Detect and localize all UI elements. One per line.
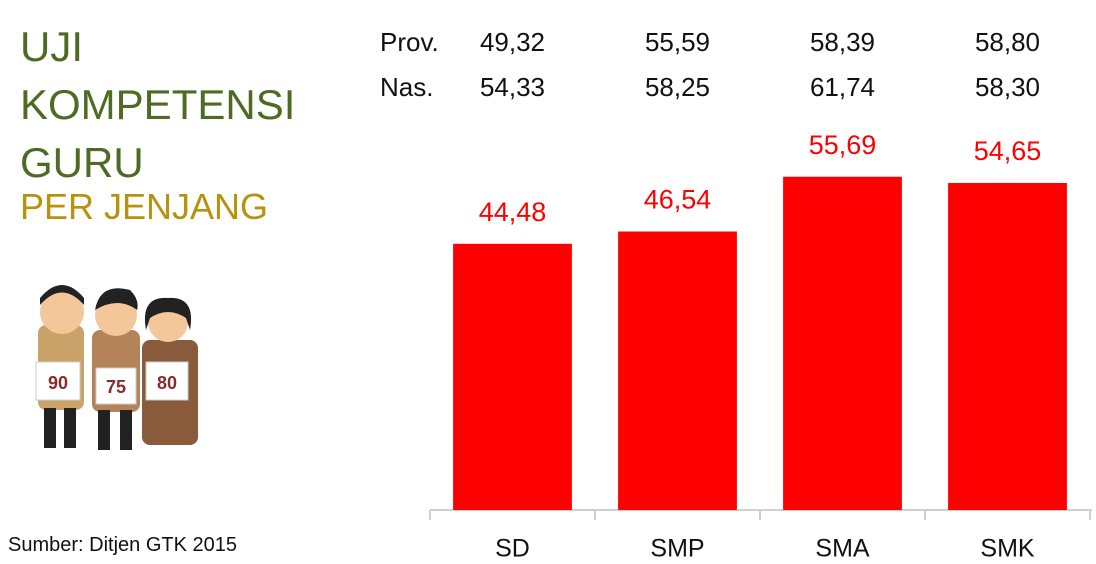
sign-text: 90 [48,373,68,393]
leg [64,408,76,448]
table-cell: 61,74 [810,72,875,102]
bar [453,244,572,510]
leg [98,410,110,450]
value-label: 44,48 [479,197,547,227]
bar [618,231,737,510]
bar [783,177,902,510]
illustration [36,285,198,450]
sign-text: 80 [157,373,177,393]
table-cell: 49,32 [480,27,545,57]
row-label: Prov. [380,27,439,57]
table-cell: 58,80 [975,27,1040,57]
chart: 90 75 80 44,48 SD 46,54 SMP 55,69 SMA 54,65 SMK… [0,0,1096,564]
x-tick-label: SMP [650,535,704,563]
table-cell: 58,25 [645,72,710,102]
value-label: 46,54 [644,185,712,215]
row-label: Nas. [380,72,433,102]
table-cell: 58,39 [810,27,875,57]
sign-text: 75 [106,377,126,397]
table-cell: 58,30 [975,72,1040,102]
x-tick-label: SD [495,535,530,563]
value-label: 55,69 [809,130,877,160]
bar [948,183,1067,510]
leg [120,410,132,450]
x-tick-label: SMA [815,535,870,563]
x-tick-label: SMK [980,535,1035,563]
table-cell: 55,59 [645,27,710,57]
value-label: 54,65 [974,136,1042,166]
page: UJI KOMPETENSI GURU PER JENJANG Sumber: … [0,0,1096,564]
table-cell: 54,33 [480,72,545,102]
leg [44,408,56,448]
